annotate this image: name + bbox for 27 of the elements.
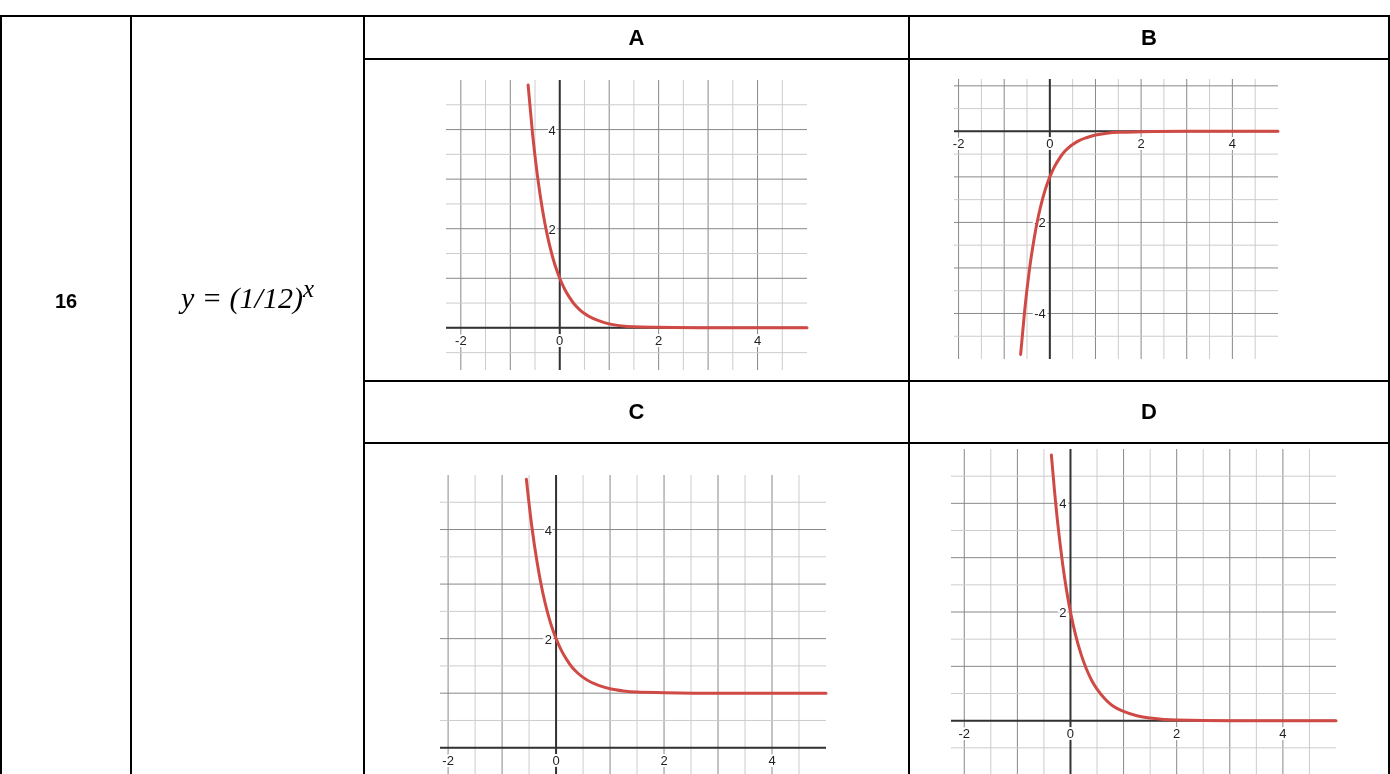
x-tick-label: 4 [753, 332, 762, 348]
chart-title: C [627, 398, 646, 426]
y-tick-label: 4 [548, 122, 556, 138]
line-series [524, 477, 828, 695]
chart-title: A [363, 15, 910, 60]
x-tick-label: 2 [655, 332, 663, 348]
x-tick-label: 2 [1137, 136, 1145, 152]
x-tick-label: -2 [952, 136, 965, 152]
y-tick-label: 4 [544, 522, 553, 538]
x-tick-label: -2 [455, 332, 467, 348]
y-tick-label: 2 [544, 631, 553, 647]
x-tick-label: 4 [1279, 725, 1287, 741]
text: 16 [53, 290, 79, 313]
line-series [1019, 129, 1280, 356]
y-tick-label: -4 [1034, 306, 1046, 322]
x-tick-label: -2 [442, 752, 454, 768]
line-series [1049, 453, 1338, 723]
text: y = (1/12)$^{x}$ [177, 275, 315, 315]
chart-title: B [908, 15, 1390, 60]
y-tick-label: 2 [548, 221, 556, 237]
x-tick-label: 4 [1228, 136, 1236, 152]
x-tick-label: 2 [660, 752, 668, 768]
x-tick-label: 4 [768, 752, 776, 768]
x-tick-label: -2 [958, 725, 971, 741]
line-series [526, 83, 809, 330]
chart-title: D [908, 380, 1390, 444]
x-tick-label: 2 [1173, 725, 1181, 741]
